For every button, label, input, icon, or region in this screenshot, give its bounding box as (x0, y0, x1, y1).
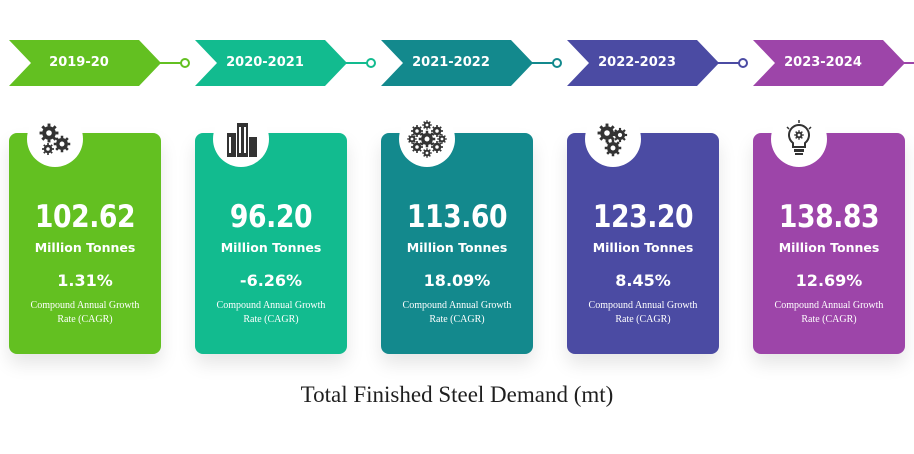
arrow-connector (343, 58, 376, 68)
year-arrow: 2021-2022 (381, 40, 533, 86)
cagr-value: 8.45% (615, 271, 671, 290)
arrow-connector (157, 58, 190, 68)
cagr-label: Compound Annual Growth Rate (CAGR) (402, 300, 512, 325)
connector-dot (738, 58, 748, 68)
buildings-icon (213, 111, 269, 167)
year-arrow-shape (567, 40, 719, 86)
demand-unit: Million Tonnes (406, 240, 508, 255)
year-label: 2019-20 (49, 55, 109, 70)
year-arrow-shape (9, 40, 161, 86)
gear-trio-icon (585, 111, 641, 167)
demand-unit: Million Tonnes (34, 240, 136, 255)
year-label: 2022-2023 (598, 55, 676, 70)
year-arrow: 2022-2023 (567, 40, 719, 86)
gear-cluster-icon (399, 111, 455, 167)
arrow-connector (715, 58, 748, 68)
cagr-value: -6.26% (239, 271, 303, 290)
demand-unit: Million Tonnes (220, 240, 322, 255)
year-arrow: 2020-2021 (195, 40, 347, 86)
cagr-label: Compound Annual Growth Rate (CAGR) (588, 300, 698, 325)
cagr-value: 18.09% (423, 271, 491, 290)
year-arrow: 2019-20 (9, 40, 161, 86)
chart-title: Total Finished Steel Demand (mt) (300, 382, 614, 407)
cagr-value: 12.69% (795, 271, 863, 290)
cagr-value: 1.31% (57, 271, 113, 290)
arrow-connector (529, 58, 562, 68)
demand-value: 113.60 (406, 199, 508, 235)
year-label: 2023-2024 (784, 55, 862, 70)
lightbulb-gear-icon (771, 111, 827, 167)
cagr-label: Compound Annual Growth Rate (CAGR) (216, 300, 326, 325)
year-arrow-shape (381, 40, 533, 86)
cagr-label: Compound Annual Growth Rate (CAGR) (30, 300, 140, 325)
connector-dot (180, 58, 190, 68)
year-arrow: 2023-2024 (753, 40, 905, 86)
connector-dot (366, 58, 376, 68)
demand-value: 96.20 (229, 199, 313, 235)
demand-value: 102.62 (34, 199, 136, 235)
cagr-label: Compound Annual Growth Rate (CAGR) (774, 300, 884, 325)
demand-value: 123.20 (592, 199, 694, 235)
demand-card: 113.60 Million Tonnes 18.09% Compound Annua… (381, 133, 533, 354)
gears-icon (27, 111, 83, 167)
demand-unit: Million Tonnes (778, 240, 880, 255)
demand-card: 138.83 Million Tonnes 12.69% Compound Annua… (753, 133, 905, 354)
demand-card: 96.20 Million Tonnes -6.26% Compound Annual… (195, 133, 347, 354)
year-arrow-shape (753, 40, 905, 86)
year-arrow-shape (195, 40, 347, 86)
demand-card: 123.20 Million Tonnes 8.45% Compound Annual… (567, 133, 719, 354)
connector-dot (552, 58, 562, 68)
demand-unit: Million Tonnes (592, 240, 694, 255)
year-label: 2021-2022 (412, 55, 490, 70)
demand-card: 102.62 Million Tonnes 1.31% Compound Annual… (9, 133, 161, 354)
arrow-connector (901, 62, 914, 64)
year-label: 2020-2021 (226, 55, 304, 70)
demand-value: 138.83 (778, 199, 880, 235)
